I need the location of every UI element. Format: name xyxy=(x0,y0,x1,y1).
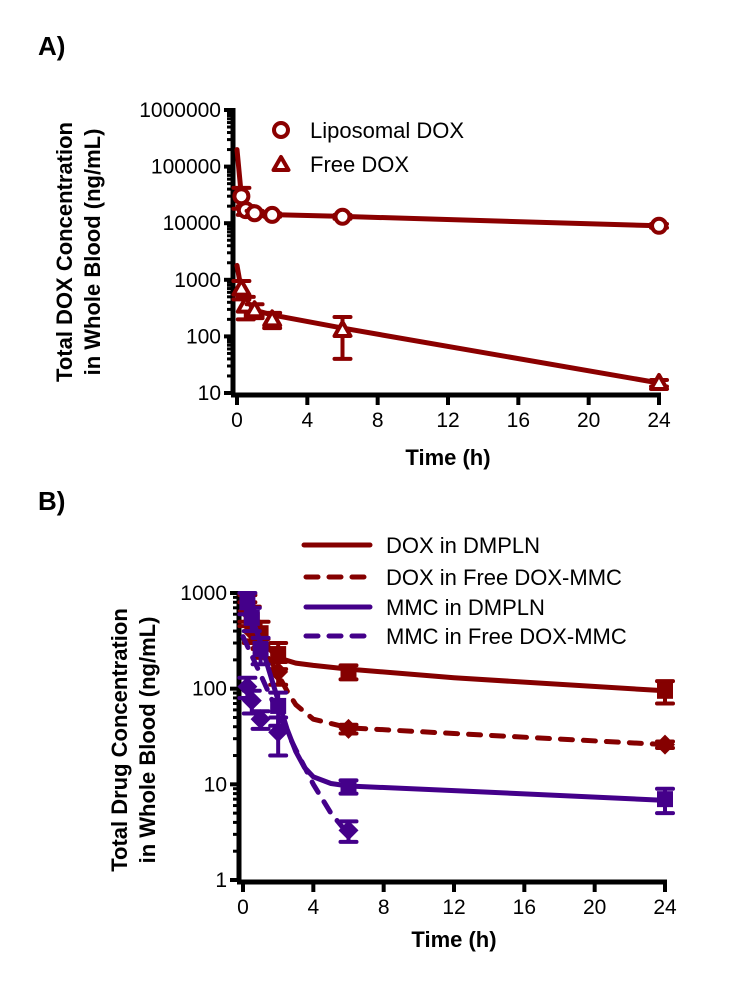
panel-b: B) Total Drug Concentration in Whole Blo… xyxy=(38,486,677,952)
y-tick-label: 10000 xyxy=(163,212,221,235)
x-tick-label: 24 xyxy=(653,896,677,919)
data-point-triangle xyxy=(231,278,252,297)
legend-label: DOX in Free DOX-MMC xyxy=(386,565,622,590)
plot-area-a xyxy=(231,147,669,392)
x-tick-label: 12 xyxy=(436,409,459,432)
x-tick-label: 0 xyxy=(237,896,249,919)
y-axis-title-line1: Total Drug Concentration xyxy=(107,608,132,872)
y-tick-label: 100 xyxy=(192,678,227,701)
data-point-diamond xyxy=(250,709,271,730)
fit-line xyxy=(240,634,351,837)
series-liposomal-dox xyxy=(231,147,669,235)
legend-b: DOX in DMPLN DOX in Free DOX-MMC MMC in … xyxy=(301,533,627,649)
legend-label: MMC in DMPLN xyxy=(386,595,545,620)
data-point-circle xyxy=(650,216,668,235)
legend-item-dox-in-dmpln: DOX in DMPLN xyxy=(301,533,540,558)
legend-a: Liposomal DOX Free DOX xyxy=(271,118,464,177)
y-tick-label: 1000 xyxy=(174,269,221,292)
x-tick-label: 0 xyxy=(231,409,243,432)
x-tick-label: 4 xyxy=(301,409,313,432)
x-tick-label: 20 xyxy=(577,409,600,432)
data-point-triangle xyxy=(262,309,283,328)
data-point-diamond xyxy=(655,734,675,755)
data-point-triangle xyxy=(244,300,265,319)
axes-a: 10 100 1000 10000 100000 1000000 0 4 8 12 16 20 24 xyxy=(139,99,671,432)
fit-line xyxy=(234,147,662,229)
x-axis-title-a: Time (h) xyxy=(405,445,490,470)
data-point-triangle xyxy=(649,373,669,392)
legend-item-mmc-in-dmpln: MMC in DMPLN xyxy=(303,595,545,620)
y-tick-label: 100 xyxy=(186,325,221,348)
legend-label: Liposomal DOX xyxy=(310,118,464,143)
y-axis-title-a: Total DOX Concentration in Whole Blood (… xyxy=(52,122,105,382)
legend-label: Free DOX xyxy=(310,152,409,177)
axes-b: 1 10 100 1000 0 4 8 12 16 20 24 xyxy=(180,582,677,919)
data-point-square xyxy=(340,663,357,680)
legend-marker-triangle xyxy=(271,155,291,172)
panel-label-a: A) xyxy=(38,31,65,61)
panel-a: A) Total DOX Concentration in Whole Bloo… xyxy=(38,31,671,470)
legend-item-dox-in-free-dox-mmc: DOX in Free DOX-MMC xyxy=(303,565,622,590)
data-point-circle xyxy=(245,204,264,223)
data-point-circle xyxy=(232,187,251,206)
series-free-dox xyxy=(231,262,669,392)
fit-line xyxy=(234,262,662,386)
x-tick-label: 16 xyxy=(513,896,536,919)
y-tick-label: 10 xyxy=(198,382,221,405)
data-point-diamond xyxy=(241,690,262,711)
y-tick-label: 10 xyxy=(204,773,227,796)
data-point-square xyxy=(657,682,673,699)
legend-item-mmc-in-free-dox-mmc: MMC in Free DOX-MMC xyxy=(303,624,627,649)
data-point-square xyxy=(340,778,357,795)
x-tick-label: 24 xyxy=(647,409,671,432)
series-mmc-in-free-dox-mmc xyxy=(237,634,359,844)
data-point-circle xyxy=(263,205,282,224)
x-tick-label: 8 xyxy=(372,409,384,432)
x-tick-label: 20 xyxy=(583,896,606,919)
y-tick-label: 100000 xyxy=(151,156,221,179)
x-tick-label: 4 xyxy=(307,896,319,919)
data-point-diamond xyxy=(338,718,359,739)
data-point-diamond xyxy=(338,820,359,841)
plot-area-b xyxy=(237,591,675,844)
legend-item-free-dox: Free DOX xyxy=(271,152,409,177)
y-axis-title-line1: Total DOX Concentration xyxy=(52,122,77,382)
legend-marker-circle xyxy=(272,121,290,139)
data-point-diamond xyxy=(268,722,289,743)
y-tick-label: 1000 xyxy=(180,582,227,605)
y-axis-title-line2: in Whole Blood (ng/mL) xyxy=(135,617,160,864)
x-tick-label: 8 xyxy=(378,896,390,919)
x-tick-label: 16 xyxy=(507,409,530,432)
legend-item-liposomal-dox: Liposomal DOX xyxy=(272,118,464,143)
data-point-circle xyxy=(333,207,352,226)
x-tick-label: 12 xyxy=(442,896,465,919)
legend-label: DOX in DMPLN xyxy=(386,533,540,558)
data-point-square xyxy=(252,640,269,657)
panel-label-b: B) xyxy=(38,486,65,516)
data-point-square xyxy=(657,791,673,808)
data-point-triangle xyxy=(332,319,353,338)
data-point-square xyxy=(270,646,287,663)
x-axis-title-b: Time (h) xyxy=(411,927,496,952)
data-point-square xyxy=(243,609,260,626)
y-axis-title-b: Total Drug Concentration in Whole Blood … xyxy=(107,608,160,872)
y-tick-label: 1 xyxy=(215,869,227,892)
legend-label: MMC in Free DOX-MMC xyxy=(386,624,627,649)
y-tick-label: 1000000 xyxy=(139,99,221,122)
y-axis-title-line2: in Whole Blood (ng/mL) xyxy=(80,129,105,376)
